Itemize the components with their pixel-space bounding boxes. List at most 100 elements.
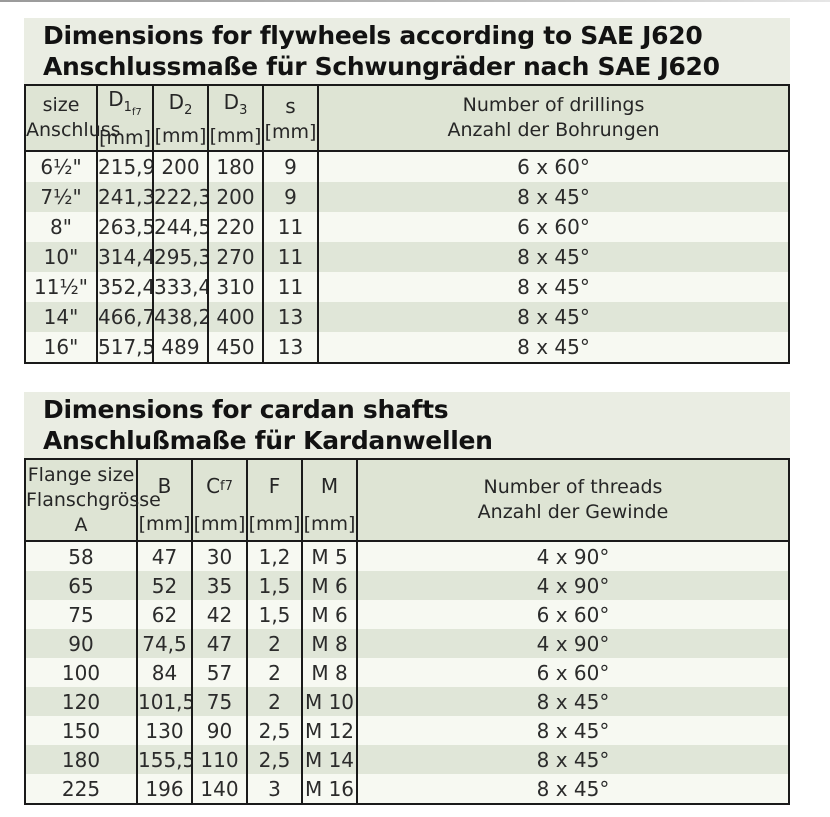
cardan-title: Dimensions for cardan shafts Anschlußmaß… — [24, 392, 790, 458]
table-cell: 110 — [191, 745, 248, 774]
flywheel-table-body: 6½" 215,9 200 180 9 6 x 60° 7½" 241,3 222,3 200 9 8… — [24, 151, 790, 363]
c-tolerance-subscript: f7 — [220, 478, 233, 494]
table-cell: 13 — [262, 332, 319, 363]
flywheel-header-row: size Anschluss D1f7 [mm] D2 [mm] D3 [mm] — [24, 84, 790, 152]
table-row: 16" 517,5 489 450 13 8 x 45° — [24, 332, 790, 363]
table-cell: 200 — [207, 182, 264, 212]
m-symbol: M — [320, 474, 339, 498]
col-header-b: B [mm] — [136, 458, 193, 542]
d3-letter: D — [223, 89, 240, 114]
table-cell: 16" — [24, 332, 98, 363]
table-cell: 13 — [262, 302, 319, 332]
table-cell: M 10 — [301, 687, 358, 716]
table-cell: 2,5 — [246, 716, 303, 745]
table-cell: 74,5 — [136, 629, 193, 658]
table-cell: 155,5 — [136, 745, 193, 774]
table-cell: 62 — [136, 600, 193, 629]
table-cell: 333,4 — [152, 272, 209, 302]
d1-letter: D — [108, 87, 124, 111]
drillings-label-de: Anzahl der Bohrungen — [447, 119, 660, 141]
col-header-m: M [mm] — [301, 458, 358, 542]
table-cell: 47 — [191, 629, 248, 658]
table-row: 11½" 352,4 333,4 310 11 8 x 45° — [24, 272, 790, 302]
table-cell: 35 — [191, 571, 248, 600]
table-cell: 222,3 — [152, 182, 209, 212]
table-cell: 11 — [262, 242, 319, 272]
table-cell: 8 x 45° — [317, 332, 790, 363]
cardan-section: Dimensions for cardan shafts Anschlußmaß… — [24, 392, 790, 805]
table-cell: 270 — [207, 242, 264, 272]
table-row: 120 101,5 75 2 M 10 8 x 45° — [24, 687, 790, 716]
f-unit: [mm] — [248, 513, 301, 535]
size-label-en: size — [42, 94, 80, 116]
table-cell: M 14 — [301, 745, 358, 774]
cardan-title-de: Anschlußmaße für Kardanwellen — [43, 426, 493, 455]
table-cell: 30 — [191, 541, 248, 571]
table-cell: 215,9 — [96, 151, 154, 182]
d1-tolerance-subscript: f7 — [131, 107, 142, 118]
flange-label-de: Flanschgrösse — [26, 488, 161, 511]
col-header-d1f7: D1f7 [mm] — [96, 84, 154, 152]
table-cell: 6 x 60° — [317, 151, 790, 182]
table-cell: M 12 — [301, 716, 358, 745]
table-cell: 57 — [191, 658, 248, 687]
table-cell: 84 — [136, 658, 193, 687]
table-cell: 200 — [152, 151, 209, 182]
table-cell: 244,5 — [152, 212, 209, 242]
table-cell: 517,5 — [96, 332, 154, 363]
table-cell: 8 x 45° — [356, 745, 790, 774]
flywheel-section: Dimensions for flywheels according to SA… — [24, 18, 790, 364]
table-cell: 8" — [24, 212, 98, 242]
table-cell: 101,5 — [136, 687, 193, 716]
col-header-s: s [mm] — [262, 84, 319, 152]
cf7-unit: [mm] — [193, 513, 246, 535]
d3-unit: [mm] — [209, 124, 262, 147]
d2-letter: D — [168, 89, 185, 114]
table-cell: M 8 — [301, 658, 358, 687]
table-cell: 180 — [24, 745, 138, 774]
table-cell: 295,3 — [152, 242, 209, 272]
flywheel-title-de: Anschlussmaße für Schwungräder nach SAE … — [43, 52, 720, 81]
table-cell: M 6 — [301, 571, 358, 600]
table-cell: 225 — [24, 774, 138, 804]
col-header-flange-size: Flange size Flanschgrösse A — [24, 458, 161, 542]
table-cell: 14" — [24, 302, 98, 332]
table-row: 14" 466,7 438,2 400 13 8 x 45° — [24, 302, 790, 332]
col-header-threads: Number of threads Anzahl der Gewinde — [356, 458, 790, 542]
flywheel-title: Dimensions for flywheels according to SA… — [24, 18, 790, 84]
table-cell: 8 x 45° — [356, 716, 790, 745]
table-row: 10" 314,4 295,3 270 11 8 x 45° — [24, 242, 790, 272]
table-cell: 47 — [136, 541, 193, 571]
table-row: 180 155,5 110 2,5 M 14 8 x 45° — [24, 745, 790, 774]
f-symbol: F — [268, 474, 281, 498]
col-header-d3: D3 [mm] — [207, 84, 264, 152]
d1-subscript: 1 — [123, 100, 132, 115]
table-cell: 8 x 45° — [317, 242, 790, 272]
table-cell: 220 — [207, 212, 264, 242]
table-cell: 75 — [191, 687, 248, 716]
table-cell: 1,5 — [246, 571, 303, 600]
table-cell: 6 x 60° — [356, 600, 790, 629]
table-cell: 8 x 45° — [317, 272, 790, 302]
table-cell: 1,5 — [246, 600, 303, 629]
table-cell: 9 — [262, 182, 319, 212]
table-cell: 4 x 90° — [356, 629, 790, 658]
table-cell: M 8 — [301, 629, 358, 658]
table-cell: 11 — [262, 272, 319, 302]
table-cell: 241,3 — [96, 182, 154, 212]
drillings-label-en: Number of drillings — [462, 94, 645, 116]
table-cell: 4 x 90° — [356, 571, 790, 600]
table-cell: 65 — [24, 571, 138, 600]
table-cell: 130 — [136, 716, 193, 745]
table-cell: 58 — [24, 541, 138, 571]
table-cell: 140 — [191, 774, 248, 804]
table-cell: 314,4 — [96, 242, 154, 272]
top-edge-line — [0, 0, 830, 2]
